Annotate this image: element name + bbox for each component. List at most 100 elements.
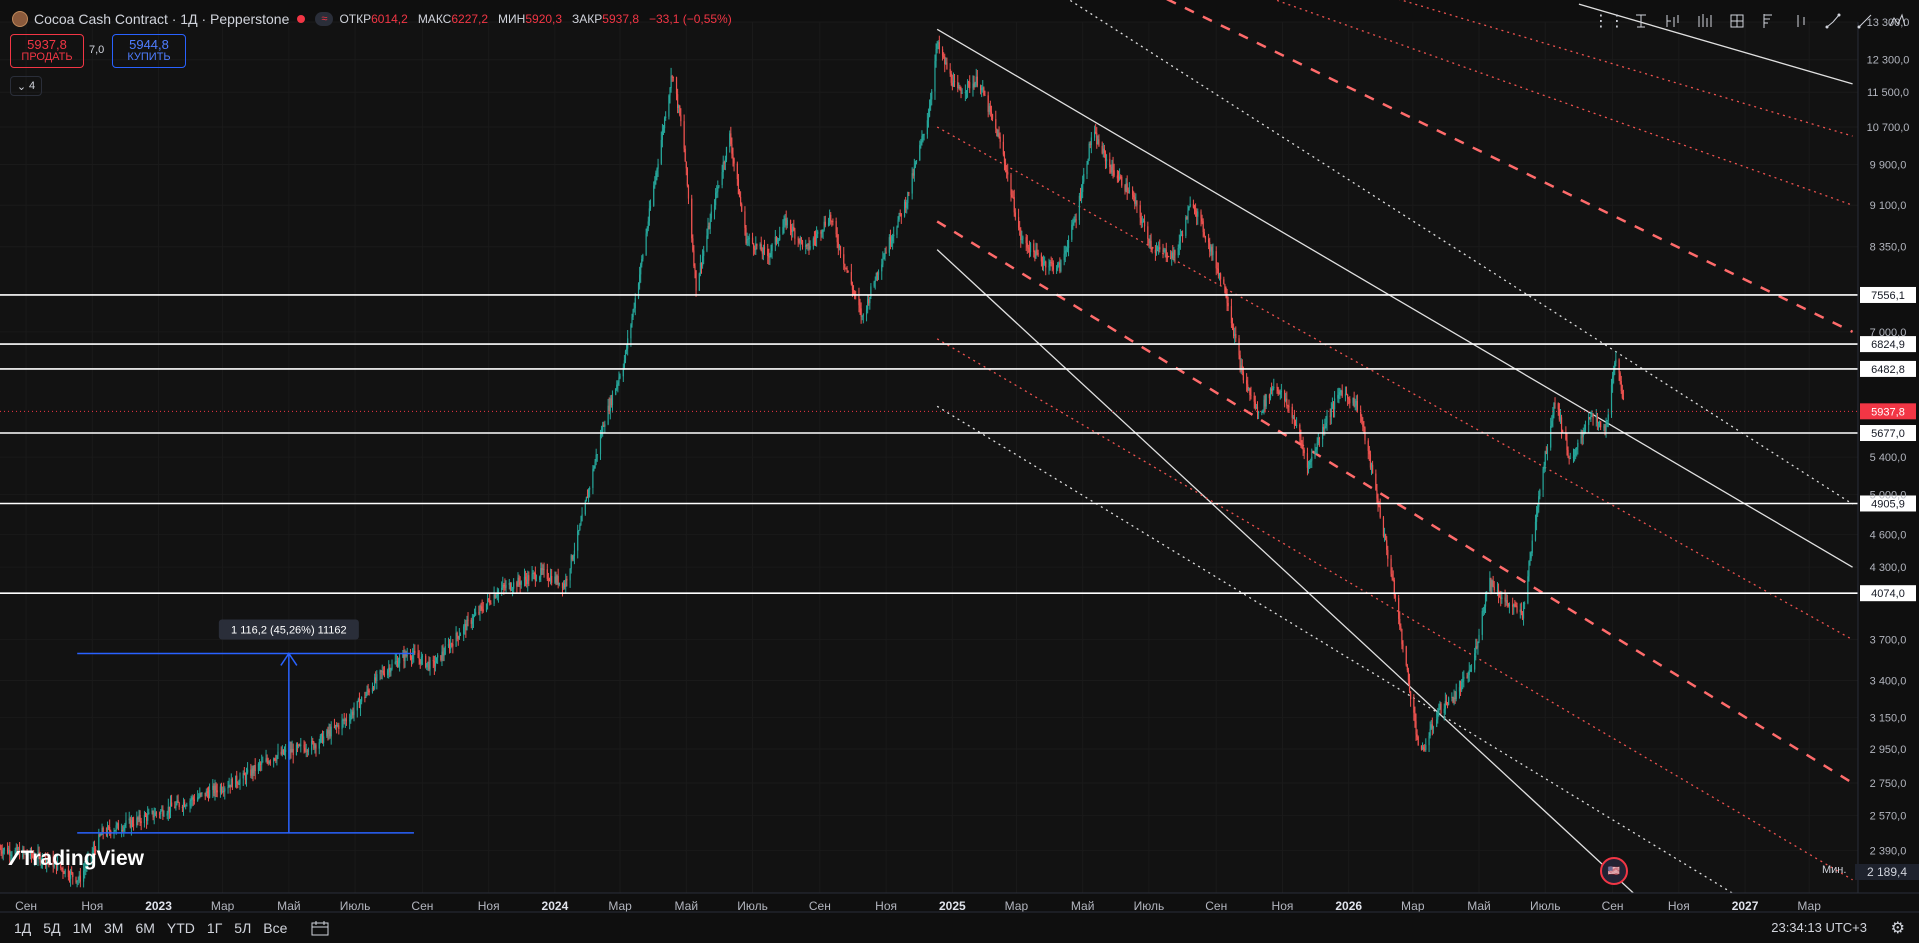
candle-body [313, 742, 315, 749]
measure-label-box [218, 619, 359, 640]
timeframe-button[interactable]: 5Д [43, 919, 61, 936]
channel-line [1578, 3, 1853, 85]
candle-body [1400, 626, 1402, 630]
candle-body [1353, 397, 1355, 407]
candle-body [1552, 414, 1554, 421]
timeframe-button[interactable]: 1Д [14, 919, 32, 936]
candle-body [22, 849, 24, 858]
candle-body [47, 859, 49, 861]
candle-body [1158, 247, 1160, 250]
text-cursor-icon[interactable] [1628, 8, 1654, 34]
candle-body [1073, 222, 1075, 224]
indicators-collapse-button[interactable]: ⌄ 4 [10, 76, 42, 96]
timeframe-button[interactable]: 3М [104, 919, 124, 936]
buy-button[interactable]: 5944,8 КУПИТЬ [112, 34, 186, 68]
candle-body [1461, 681, 1463, 691]
eye-toggle-pill[interactable]: ≈ [315, 12, 334, 26]
candle-body [663, 118, 666, 129]
timeframe-button[interactable]: 1М [72, 919, 93, 936]
candle-body [1211, 246, 1213, 256]
candle-body [584, 501, 586, 515]
candle-body [207, 793, 210, 798]
candle-body [274, 758, 276, 760]
calendar-icon[interactable] [311, 920, 329, 936]
candle-body [680, 115, 682, 122]
fib-icon[interactable] [1756, 8, 1782, 34]
rectangle-icon[interactable] [1724, 8, 1750, 34]
candle-body [152, 810, 154, 818]
candle-body [907, 192, 909, 203]
candle-body [1187, 210, 1189, 220]
bars-pattern-icon[interactable] [1692, 8, 1718, 34]
candle-body [1529, 558, 1531, 562]
candle-body [946, 62, 948, 69]
x-tick-label: Ноя [875, 899, 897, 913]
candle-body [1583, 430, 1585, 433]
candle-body [684, 148, 686, 162]
timeframe-button[interactable]: 5Л [234, 919, 252, 936]
candle-body [558, 582, 560, 585]
candle-body [1185, 217, 1187, 236]
range-icon[interactable] [1788, 8, 1814, 34]
candle-body [337, 725, 339, 727]
timeframe-button[interactable]: YTD [166, 919, 195, 936]
symbol-title[interactable]: Cocoa Cash Contract · 1Д · Pepperstone [34, 11, 290, 27]
candle-body [168, 806, 171, 812]
long-short-icon[interactable] [1660, 8, 1686, 34]
candle-body [1196, 211, 1198, 217]
candle-body [1444, 701, 1446, 709]
candle-body [1618, 359, 1620, 374]
trendline-icon[interactable] [1820, 8, 1846, 34]
pattern-icon[interactable] [1884, 8, 1910, 34]
candle-body [1083, 174, 1085, 182]
candle-body [775, 236, 778, 242]
candle-body [1515, 605, 1517, 607]
timeframe-button[interactable]: 1Г [206, 919, 223, 936]
candle-body [706, 235, 708, 251]
candle-body [1454, 697, 1456, 700]
sell-button[interactable]: 5937,8 ПРОДАТЬ [10, 34, 84, 68]
candle-body [1226, 296, 1228, 303]
candle-body [1622, 397, 1625, 399]
candle-body [62, 868, 64, 873]
candle-body [1192, 203, 1195, 208]
candle-body [1375, 473, 1377, 490]
candle-body [531, 573, 533, 581]
clock[interactable]: 23:34:13 UTC+3 [1771, 920, 1867, 935]
candle-body [943, 55, 945, 57]
candle-body [1344, 393, 1347, 397]
candle-body [645, 233, 647, 255]
candle-body [1345, 393, 1348, 396]
channel-line [936, 126, 1853, 641]
candle-body [966, 81, 969, 91]
candle-body [905, 201, 907, 208]
timeframe-button[interactable]: Все [263, 919, 288, 936]
candle-body [1364, 427, 1366, 441]
timeframe-button[interactable]: 6М [135, 919, 155, 936]
candle-body [1022, 237, 1024, 240]
market-status-icon[interactable] [297, 15, 306, 23]
candle-body [1393, 580, 1395, 596]
candle-body [729, 133, 731, 148]
candle-body [1420, 745, 1423, 750]
candle-body [215, 785, 217, 791]
candle-body [1323, 426, 1325, 430]
us-flag-event-icon[interactable]: 🇺🇸 [1600, 857, 1628, 885]
grip-icon[interactable]: ⋮⋮ [1593, 13, 1625, 30]
candle-body [1089, 143, 1091, 146]
ray-icon[interactable] [1852, 8, 1878, 34]
candle-body [326, 730, 328, 737]
candle-body [988, 106, 990, 112]
candle-body [85, 867, 87, 870]
gear-icon[interactable]: ⚙ [1890, 920, 1905, 937]
min-label: Мин. [1822, 864, 1847, 876]
candle-body [352, 711, 354, 716]
candle-body [184, 802, 186, 807]
candle-body [1171, 252, 1173, 259]
candle-body [38, 851, 40, 855]
candle-body [299, 744, 301, 746]
candle-body [860, 308, 862, 317]
x-tick-label: Ноя [81, 899, 103, 913]
candle-body [479, 606, 481, 613]
